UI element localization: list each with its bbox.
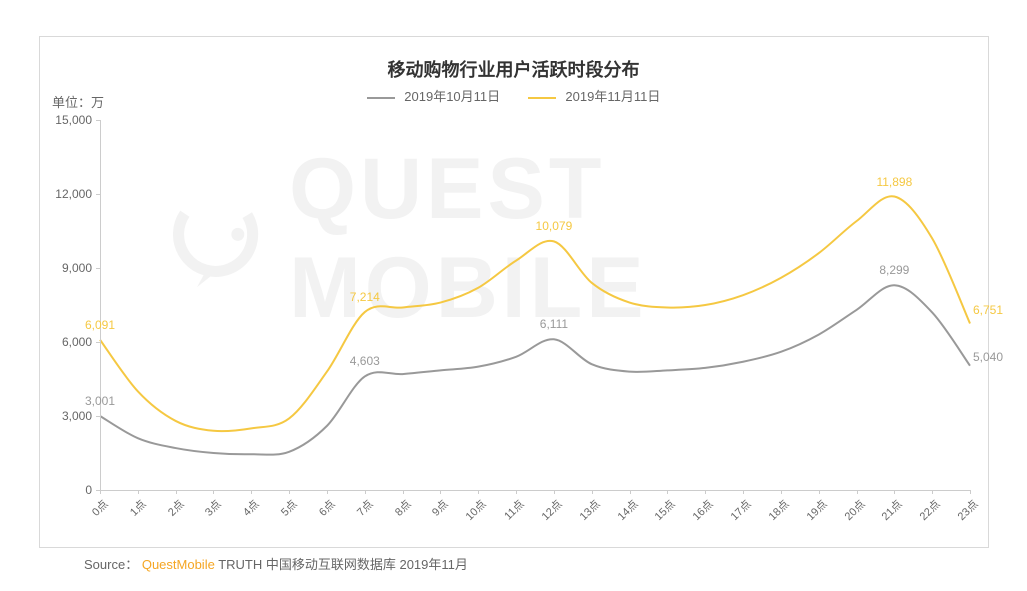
data-label: 7,214 bbox=[350, 290, 380, 304]
ytick-label: 12,000 bbox=[55, 187, 92, 201]
plot-area: 03,0006,0009,00012,00015,0000点1点2点3点4点5点… bbox=[100, 120, 970, 490]
data-label: 10,079 bbox=[536, 219, 573, 233]
data-label: 6,091 bbox=[85, 318, 115, 332]
series-line bbox=[100, 285, 970, 454]
data-label: 6,111 bbox=[540, 317, 568, 331]
ytick-label: 3,000 bbox=[62, 409, 92, 423]
legend-swatch-1 bbox=[528, 97, 556, 99]
source-prefix: Source： bbox=[84, 557, 138, 572]
source-brand: QuestMobile bbox=[142, 557, 215, 572]
data-label: 11,898 bbox=[876, 175, 912, 189]
ytick-label: 9,000 bbox=[62, 261, 92, 275]
plot-svg bbox=[100, 120, 970, 490]
chart-title: 移动购物行业用户活跃时段分布 bbox=[0, 56, 1027, 82]
legend-item-0: 2019年10月11日 bbox=[367, 86, 501, 105]
legend: 2019年10月11日 2019年11月11日 bbox=[0, 86, 1027, 105]
legend-label-1: 2019年11月11日 bbox=[565, 89, 660, 104]
data-label: 5,040 bbox=[973, 350, 1003, 364]
source-suffix: TRUTH 中国移动互联网数据库 2019年11月 bbox=[215, 557, 468, 572]
legend-label-0: 2019年10月11日 bbox=[404, 89, 500, 104]
ytick-label: 0 bbox=[85, 483, 92, 497]
legend-swatch-0 bbox=[367, 97, 395, 99]
legend-item-1: 2019年11月11日 bbox=[528, 86, 661, 105]
data-label: 4,603 bbox=[350, 354, 380, 368]
data-label: 8,299 bbox=[879, 263, 909, 277]
source-line: Source： QuestMobile TRUTH 中国移动互联网数据库 201… bbox=[84, 554, 468, 573]
data-label: 3,001 bbox=[85, 394, 115, 408]
ytick-label: 6,000 bbox=[62, 335, 92, 349]
data-label: 6,751 bbox=[973, 303, 1003, 317]
ytick-label: 15,000 bbox=[55, 113, 92, 127]
